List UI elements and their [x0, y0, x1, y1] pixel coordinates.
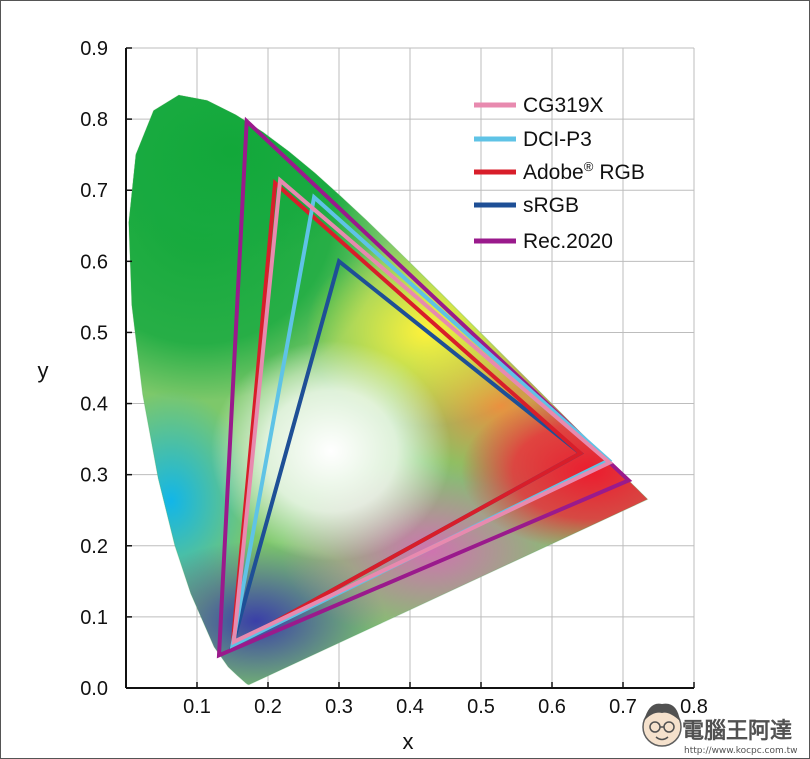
watermark-brand: 電腦王阿達	[682, 718, 792, 744]
legend-label-rec2020: Rec.2020	[523, 230, 613, 253]
y-tick-label: 0.9	[80, 38, 108, 60]
y-axis-label: y	[38, 358, 49, 383]
axes: 0.1 0.2 0.3 0.4 0.5 0.6 0.7 0.8 0.0 0.1 0.2 0.3 0.4…	[38, 38, 708, 754]
legend-label-adobe-rgb: Adobe® RGB	[523, 159, 645, 184]
x-tick-label: 0.7	[609, 696, 637, 718]
y-tick-label: 0.4	[80, 394, 108, 416]
y-tick-label: 0.2	[80, 536, 108, 558]
watermark: 電腦王阿達 http://www.kocpc.com.tw	[642, 703, 798, 756]
legend: CG319X DCI-P3 Adobe® RGB sRGB Rec.2020	[474, 94, 645, 253]
x-tick-label: 0.5	[467, 696, 495, 718]
legend-label-dci-p3: DCI-P3	[523, 128, 592, 151]
x-axis-label: x	[403, 729, 414, 754]
x-tick-label: 0.2	[254, 696, 282, 718]
watermark-url: http://www.kocpc.com.tw	[684, 746, 798, 756]
mascot-face-icon	[642, 703, 682, 747]
gamut-triangle-adobe-rgb	[230, 178, 584, 649]
y-tick-label: 0.6	[80, 251, 108, 273]
y-tick-label: 0.8	[80, 109, 108, 131]
spectral-locus-outline	[128, 94, 649, 686]
legend-label-cg319x: CG319X	[523, 94, 604, 117]
x-tick-label: 0.6	[538, 696, 566, 718]
gamut-triangle-rec-2020	[216, 116, 633, 659]
y-tick-label: 0.3	[80, 465, 108, 487]
gamut-triangle-cg319x	[231, 176, 614, 646]
x-tick-label: 0.4	[396, 696, 424, 718]
legend-label-srgb: sRGB	[523, 194, 579, 217]
legend-adobe-word: Adobe	[523, 161, 584, 184]
y-tick-label: 0.1	[80, 607, 108, 629]
y-tick-labels: 0.0 0.1 0.2 0.3 0.4 0.5 0.6 0.7 0.8 0.9	[80, 38, 132, 700]
x-tick-label: 0.3	[325, 696, 353, 718]
gamut-triangles	[216, 116, 633, 659]
legend-adobe-rgb-word: RGB	[599, 161, 645, 184]
x-tick-label: 0.8	[680, 696, 708, 718]
y-tick-label: 0.0	[80, 678, 108, 700]
y-tick-label: 0.7	[80, 180, 108, 202]
x-tick-label: 0.1	[183, 696, 211, 718]
legend-adobe-registered-mark: ®	[584, 159, 594, 174]
y-tick-label: 0.5	[80, 322, 108, 344]
x-tick-labels: 0.1 0.2 0.3 0.4 0.5 0.6 0.7 0.8	[183, 682, 708, 718]
